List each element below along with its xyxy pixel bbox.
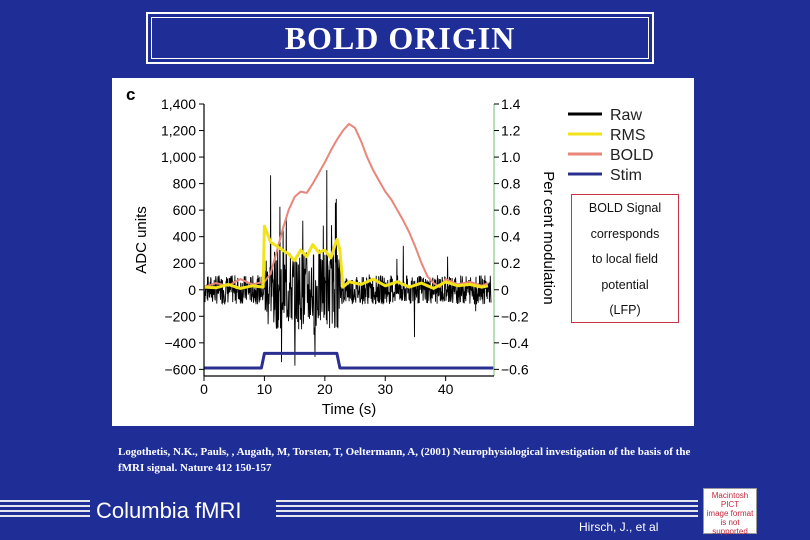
y-right-tick-label: 1.4 <box>501 96 521 112</box>
annotation-box: BOLD Signal corresponds to local field p… <box>571 194 679 323</box>
y-right-tick-label: 1.2 <box>501 123 521 139</box>
y-axis-label: ADC units <box>133 206 150 274</box>
brand-label: Columbia fMRI <box>96 498 242 523</box>
y-right-axis-label: Per cent modulation <box>540 171 557 304</box>
annotation-line-2: corresponds <box>590 226 660 241</box>
y-right-tick-label: 0.2 <box>501 255 521 271</box>
y-tick-label: −600 <box>164 361 196 377</box>
y-tick-label: −400 <box>164 335 196 351</box>
x-tick-label: 0 <box>200 381 208 397</box>
y-tick-label: 600 <box>173 202 197 218</box>
legend-label-stim: Stim <box>610 167 642 184</box>
series-stim-line <box>204 351 494 370</box>
y-right-tick-label: −0.6 <box>501 361 529 377</box>
y-right-tick-label: 0.6 <box>501 202 521 218</box>
x-tick-label: 20 <box>317 381 333 397</box>
y-tick-label: 1,400 <box>161 96 196 112</box>
citation: Logothetis, N.K., Pauls, , Augath, M, To… <box>118 446 691 474</box>
x-axis-label: Time (s) <box>322 401 376 418</box>
legend-label-bold: BOLD <box>610 147 654 164</box>
series-raw-line <box>203 170 492 366</box>
title-box: BOLD ORIGIN <box>146 12 654 64</box>
y-tick-label: 1,000 <box>161 149 196 165</box>
y-right-tick-label: −0.4 <box>501 335 529 351</box>
annotation-line-5: (LFP) <box>609 303 641 317</box>
y-right-tick-label: 1.0 <box>501 149 521 165</box>
y-tick-label: −200 <box>164 308 196 324</box>
x-tick-label: 40 <box>438 381 454 397</box>
panel-label: c <box>126 85 135 104</box>
pict-line-2: image format <box>706 509 754 518</box>
author-label: Hirsch, J., et al <box>579 520 659 534</box>
pict-placeholder: Macintosh PICT image format is not suppo… <box>703 488 757 536</box>
y-tick-label: 0 <box>188 282 196 298</box>
slide-title: BOLD ORIGIN <box>284 19 516 56</box>
pict-line-1: Macintosh PICT <box>711 491 749 509</box>
series-bold-line <box>203 122 489 289</box>
bold-chart: c 1,4001,2001,0008006004002000−200−400−60… <box>126 85 654 418</box>
y-right-tick-label: 0 <box>501 282 509 298</box>
y-right-tick-label: 0.8 <box>501 176 521 192</box>
y-tick-label: 1,200 <box>161 123 196 139</box>
annotation-line-4: potential <box>601 277 649 292</box>
y-tick-label: 800 <box>173 176 197 192</box>
y-right-tick-label: 0.4 <box>501 229 521 245</box>
title-box-inner-border <box>151 17 649 59</box>
footer-rule-right <box>276 500 698 522</box>
y-tick-label: 200 <box>173 255 197 271</box>
x-tick-label: 10 <box>257 381 273 397</box>
footer-rule-left <box>0 500 90 522</box>
legend-label-raw: Raw <box>610 107 642 124</box>
series-rms-line <box>203 224 489 290</box>
y-right-tick-label: −0.2 <box>501 308 529 324</box>
annotation-line-3: to local field <box>591 252 658 266</box>
y-tick-label: 400 <box>173 229 197 245</box>
x-tick-label: 30 <box>377 381 393 397</box>
annotation-line-1: BOLD Signal <box>588 201 662 215</box>
pict-line-3: is not supported <box>712 518 748 536</box>
legend-label-rms: RMS <box>610 127 646 144</box>
